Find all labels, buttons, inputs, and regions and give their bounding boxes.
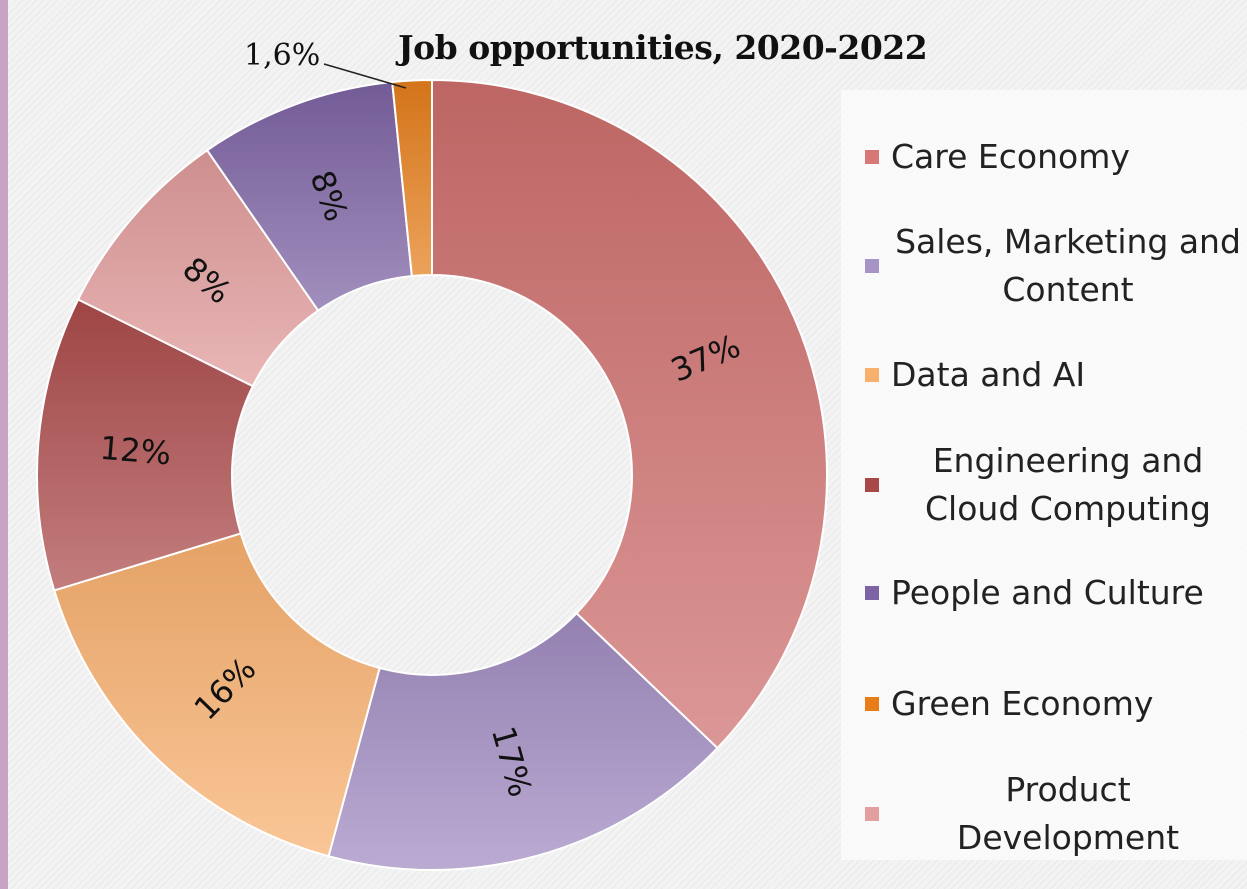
legend-label: Care Economy bbox=[891, 137, 1130, 176]
green-economy-callout-label: 1,6% bbox=[244, 38, 321, 73]
legend-label: Sales, Marketing and Content bbox=[895, 222, 1241, 309]
legend-swatch bbox=[865, 697, 879, 711]
legend-item-data-and-ai: Data and AI bbox=[865, 351, 1245, 399]
legend-swatch bbox=[865, 586, 879, 600]
slice-care-economy bbox=[431, 78, 828, 750]
callout-leader-line bbox=[323, 63, 407, 89]
legend-item-care-economy: Care Economy bbox=[865, 133, 1245, 181]
slice-data-and-ai bbox=[52, 532, 381, 858]
legend-item-sales-marketing-content: Sales, Marketing and Content bbox=[865, 218, 1245, 314]
slice-label: 12% bbox=[99, 429, 173, 473]
slice-sales-marketing-and-content bbox=[327, 611, 719, 871]
legend-swatch bbox=[865, 478, 879, 492]
legend-item-green-economy: Green Economy bbox=[865, 680, 1245, 728]
slice-green-economy bbox=[391, 78, 433, 278]
slice-engineering-and-cloud-computing bbox=[36, 298, 255, 592]
chart-title: Job opportunities, 2020-2022 bbox=[398, 28, 928, 67]
legend bbox=[841, 90, 1247, 860]
legend-swatch bbox=[865, 150, 879, 164]
legend-label: People and Culture bbox=[891, 573, 1204, 612]
donut-chart: 37%17%16%12%8%8% bbox=[36, 63, 828, 871]
legend-label: Engineering and Cloud Computing bbox=[925, 441, 1211, 528]
legend-swatch bbox=[865, 807, 879, 821]
legend-label: Green Economy bbox=[891, 684, 1154, 723]
legend-swatch bbox=[865, 368, 879, 382]
legend-item-product-development: Product Development bbox=[865, 766, 1245, 862]
legend-swatch bbox=[865, 259, 879, 273]
legend-item-people-and-culture: People and Culture bbox=[865, 569, 1245, 617]
legend-item-engineering-cloud: Engineering and Cloud Computing bbox=[865, 437, 1245, 533]
legend-label: Data and AI bbox=[891, 355, 1086, 394]
legend-label: Product Development bbox=[956, 770, 1180, 857]
